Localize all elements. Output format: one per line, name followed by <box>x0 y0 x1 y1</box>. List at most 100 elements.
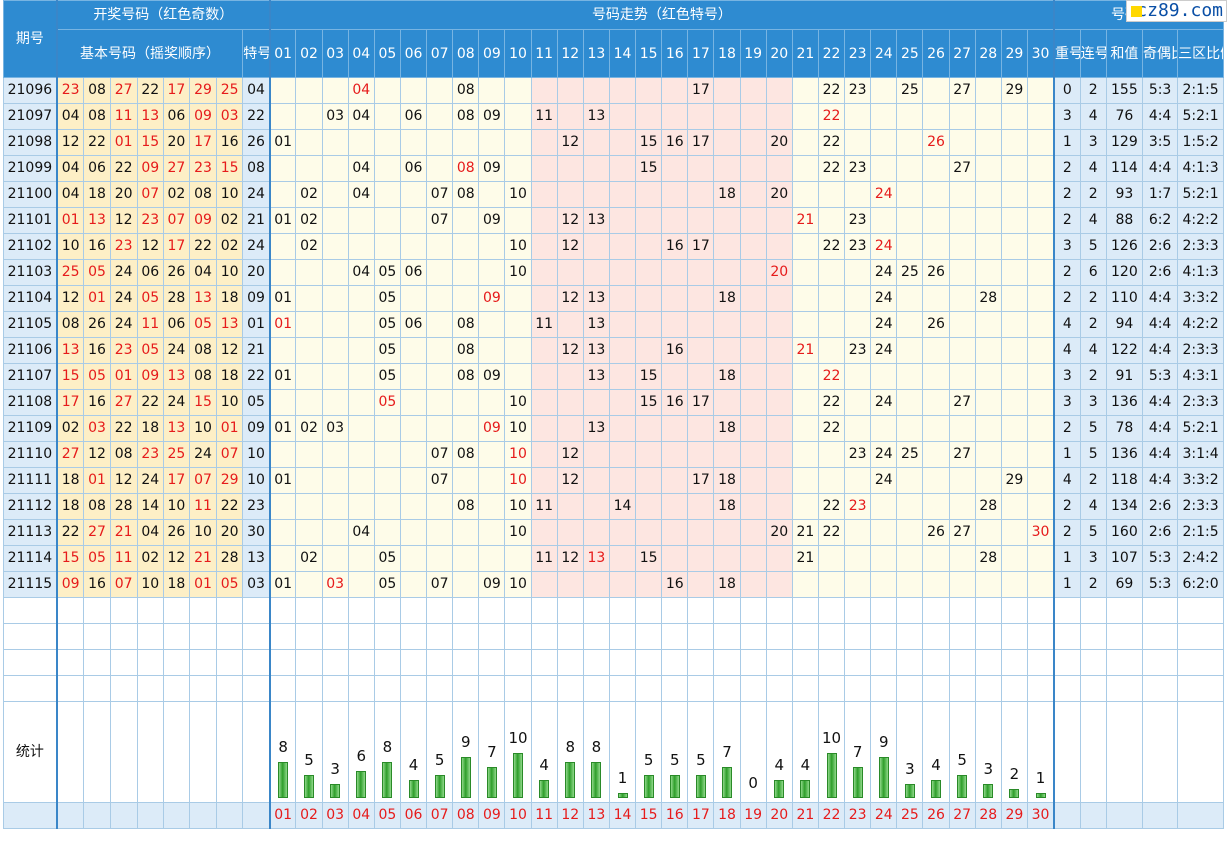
blank-cell <box>974 649 1002 676</box>
trend-hit-cell: 01 <box>269 207 297 234</box>
trend-empty-cell <box>1026 77 1055 104</box>
trend-empty-cell <box>791 363 819 390</box>
bar-value-label: 5 <box>696 751 706 769</box>
trend-empty-cell <box>478 337 506 364</box>
base-number-cell: 04 <box>56 103 85 130</box>
base-number-cell: 02 <box>216 233 244 260</box>
bar-wrap: 5 <box>297 703 321 802</box>
trend-empty-cell <box>713 441 741 468</box>
trend-hit-cell: 06 <box>399 103 428 130</box>
trend-empty-cell <box>661 415 689 442</box>
number-col-header: 17 <box>687 29 715 78</box>
trend-empty-cell <box>922 571 950 598</box>
bar-category-label: 06 <box>399 802 428 829</box>
trend-empty-cell <box>687 441 715 468</box>
blank-cell <box>765 623 793 650</box>
bar-category-label: 15 <box>635 802 663 829</box>
blank-cell <box>321 597 349 624</box>
trend-empty-cell <box>269 259 297 286</box>
trend-empty-cell <box>713 207 741 234</box>
trend-hit-cell: 04 <box>347 77 375 104</box>
trend-empty-cell <box>974 363 1002 390</box>
base-number-cell: 09 <box>188 207 218 234</box>
trend-hit-cell: 09 <box>478 571 506 598</box>
trend-hit-cell: 24 <box>870 233 898 260</box>
blank-cell <box>452 649 480 676</box>
table-row: 21098 12 22 01 15 20 17 16 26 01 12 15 16 17 20 22 26 1 3 1… <box>2 129 1224 156</box>
trend-hit-cell: 10 <box>504 233 532 260</box>
trend-empty-cell <box>295 129 323 156</box>
stats-bar-cell: 4 <box>530 701 558 803</box>
trend-hit-cell: 10 <box>504 415 532 442</box>
odd-even-cell: 6:2 <box>1141 207 1179 234</box>
trend-empty-cell <box>791 77 819 104</box>
bar-wrap: 7 <box>846 703 870 802</box>
base-number-cell: 18 <box>216 363 244 390</box>
bar-value-label: 3 <box>983 760 994 778</box>
sum-cell: 126 <box>1105 233 1143 260</box>
special-number-cell: 22 <box>242 103 271 130</box>
blank-cell <box>1079 597 1107 624</box>
trend-hit-cell: 16 <box>661 389 689 416</box>
trend-hit-cell: 23 <box>844 441 872 468</box>
trend-empty-cell <box>399 285 428 312</box>
trend-empty-cell <box>922 493 950 520</box>
blank-cell <box>687 623 715 650</box>
trend-empty-cell <box>373 181 401 208</box>
trend-empty-cell <box>948 311 976 338</box>
odd-even-cell: 4:4 <box>1141 467 1179 494</box>
bar-category-label: 27 <box>948 802 976 829</box>
blank-cell <box>661 623 689 650</box>
blank-cell <box>896 597 924 624</box>
issue-cell: 21109 <box>2 415 58 442</box>
base-number-cell: 18 <box>162 571 190 598</box>
trend-empty-cell <box>791 233 819 260</box>
trend-empty-cell <box>661 363 689 390</box>
trend-empty-cell <box>922 415 950 442</box>
trend-hit-cell: 10 <box>504 493 532 520</box>
trend-empty-cell <box>478 233 506 260</box>
blank-cell <box>452 597 480 624</box>
consec-cell: 5 <box>1079 441 1107 468</box>
base-number-cell: 22 <box>109 155 138 182</box>
trend-empty-cell <box>530 129 558 156</box>
blank-cell <box>136 597 164 624</box>
trend-empty-cell <box>817 207 846 234</box>
blank-cell <box>1053 597 1081 624</box>
trend-hit-cell: 24 <box>870 181 898 208</box>
blank-cell <box>1000 649 1028 676</box>
trend-hit-cell: 24 <box>870 389 898 416</box>
blank-cell <box>478 649 506 676</box>
trend-hit-cell: 27 <box>948 77 976 104</box>
base-number-cell: 07 <box>188 467 218 494</box>
blank-cell <box>817 623 846 650</box>
blank-cell <box>791 623 819 650</box>
trend-empty-cell <box>1000 129 1028 156</box>
trend-hit-cell: 12 <box>556 337 584 364</box>
trend-empty-cell <box>635 77 663 104</box>
sum-cell: 78 <box>1105 415 1143 442</box>
stats-bar-cell: 5 <box>948 701 976 803</box>
blank-cell <box>974 597 1002 624</box>
three-zone-cell: 2:3:3 <box>1177 337 1224 364</box>
odd-even-cell: 4:4 <box>1141 441 1179 468</box>
trend-empty-cell <box>426 233 454 260</box>
three-zone-cell: 3:3:2 <box>1177 285 1224 312</box>
trend-empty-cell <box>399 441 428 468</box>
base-number-cell: 15 <box>136 129 164 156</box>
trend-empty-cell <box>896 571 924 598</box>
blank-cell <box>347 597 375 624</box>
frequency-bar <box>565 762 576 798</box>
table-row: 21107 15 05 01 09 13 08 18 22 01 05 08 09 13 15 18 22 3 2 9… <box>2 363 1224 390</box>
base-number-cell: 23 <box>136 441 164 468</box>
trend-empty-cell <box>791 259 819 286</box>
blank-cell <box>582 597 610 624</box>
base-number-cell: 04 <box>56 155 85 182</box>
bar-category-label: 02 <box>295 802 323 829</box>
trend-hit-cell: 18 <box>713 493 741 520</box>
base-number-cell: 10 <box>188 415 218 442</box>
blank-cell <box>83 675 111 702</box>
trend-empty-cell <box>399 337 428 364</box>
base-number-cell: 17 <box>162 233 190 260</box>
trend-empty-cell <box>974 389 1002 416</box>
